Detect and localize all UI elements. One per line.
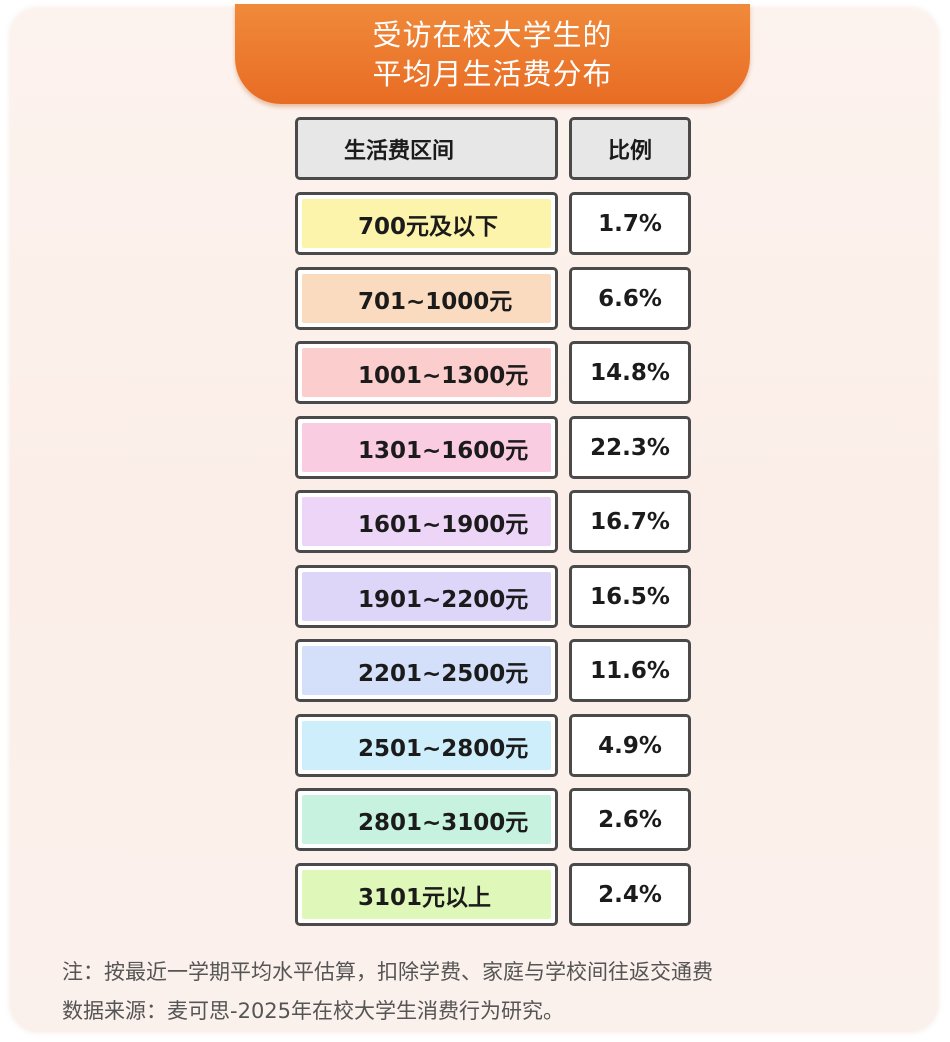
range-label: 700元及以下: [358, 213, 499, 240]
range-color-swatch: [302, 199, 551, 248]
range-color-swatch: [302, 348, 551, 397]
range-cell: 1601~1900元: [295, 490, 558, 553]
share-cell: 22.3%: [569, 416, 691, 479]
range-color-swatch: [302, 497, 551, 546]
range-color-swatch: [302, 721, 551, 770]
title-banner: 受访在校大学生的 平均月生活费分布: [235, 4, 750, 104]
range-color-swatch: [302, 423, 551, 472]
range-cell: 1901~2200元: [295, 565, 558, 628]
title-line-2: 平均月生活费分布: [372, 57, 613, 91]
range-color-swatch: [302, 274, 551, 323]
range-cell: 3101元以上: [295, 863, 558, 926]
range-cell: 701~1000元: [295, 267, 558, 330]
range-label: 2501~2800元: [358, 735, 529, 762]
range-label: 2201~2500元: [358, 660, 529, 687]
share-cell: 4.9%: [569, 714, 691, 777]
range-cell: 1301~1600元: [295, 416, 558, 479]
range-color-swatch: [302, 795, 551, 844]
column-header-range: 生活费区间: [295, 117, 558, 180]
range-label: 701~1000元: [358, 288, 513, 315]
share-cell: 14.8%: [569, 341, 691, 404]
share-cell: 6.6%: [569, 267, 691, 330]
share-cell: 1.7%: [569, 192, 691, 255]
range-cell: 2501~2800元: [295, 714, 558, 777]
share-cell: 2.4%: [569, 863, 691, 926]
range-cell: 700元及以下: [295, 192, 558, 255]
range-label: 1601~1900元: [358, 511, 529, 538]
share-cell: 11.6%: [569, 639, 691, 702]
range-label: 1301~1600元: [358, 437, 529, 464]
share-cell: 16.5%: [569, 565, 691, 628]
range-color-swatch: [302, 870, 551, 919]
share-cell: 16.7%: [569, 490, 691, 553]
range-cell: 1001~1300元: [295, 341, 558, 404]
range-label: 3101元以上: [358, 884, 492, 911]
column-header-share: 比例: [569, 117, 691, 180]
footnote-note: 注：按最近一学期平均水平估算，扣除学费、家庭与学校间往返交通费: [62, 960, 713, 984]
range-label: 1901~2200元: [358, 586, 529, 613]
range-cell: 2801~3100元: [295, 788, 558, 851]
range-cell: 2201~2500元: [295, 639, 558, 702]
range-color-swatch: [302, 646, 551, 695]
range-color-swatch: [302, 572, 551, 621]
range-label: 1001~1300元: [358, 362, 529, 389]
title-line-1: 受访在校大学生的: [372, 18, 613, 52]
share-cell: 2.6%: [569, 788, 691, 851]
range-label: 2801~3100元: [358, 809, 529, 836]
footnote-source: 数据来源：麦可思-2025年在校大学生消费行为研究。: [62, 999, 565, 1023]
